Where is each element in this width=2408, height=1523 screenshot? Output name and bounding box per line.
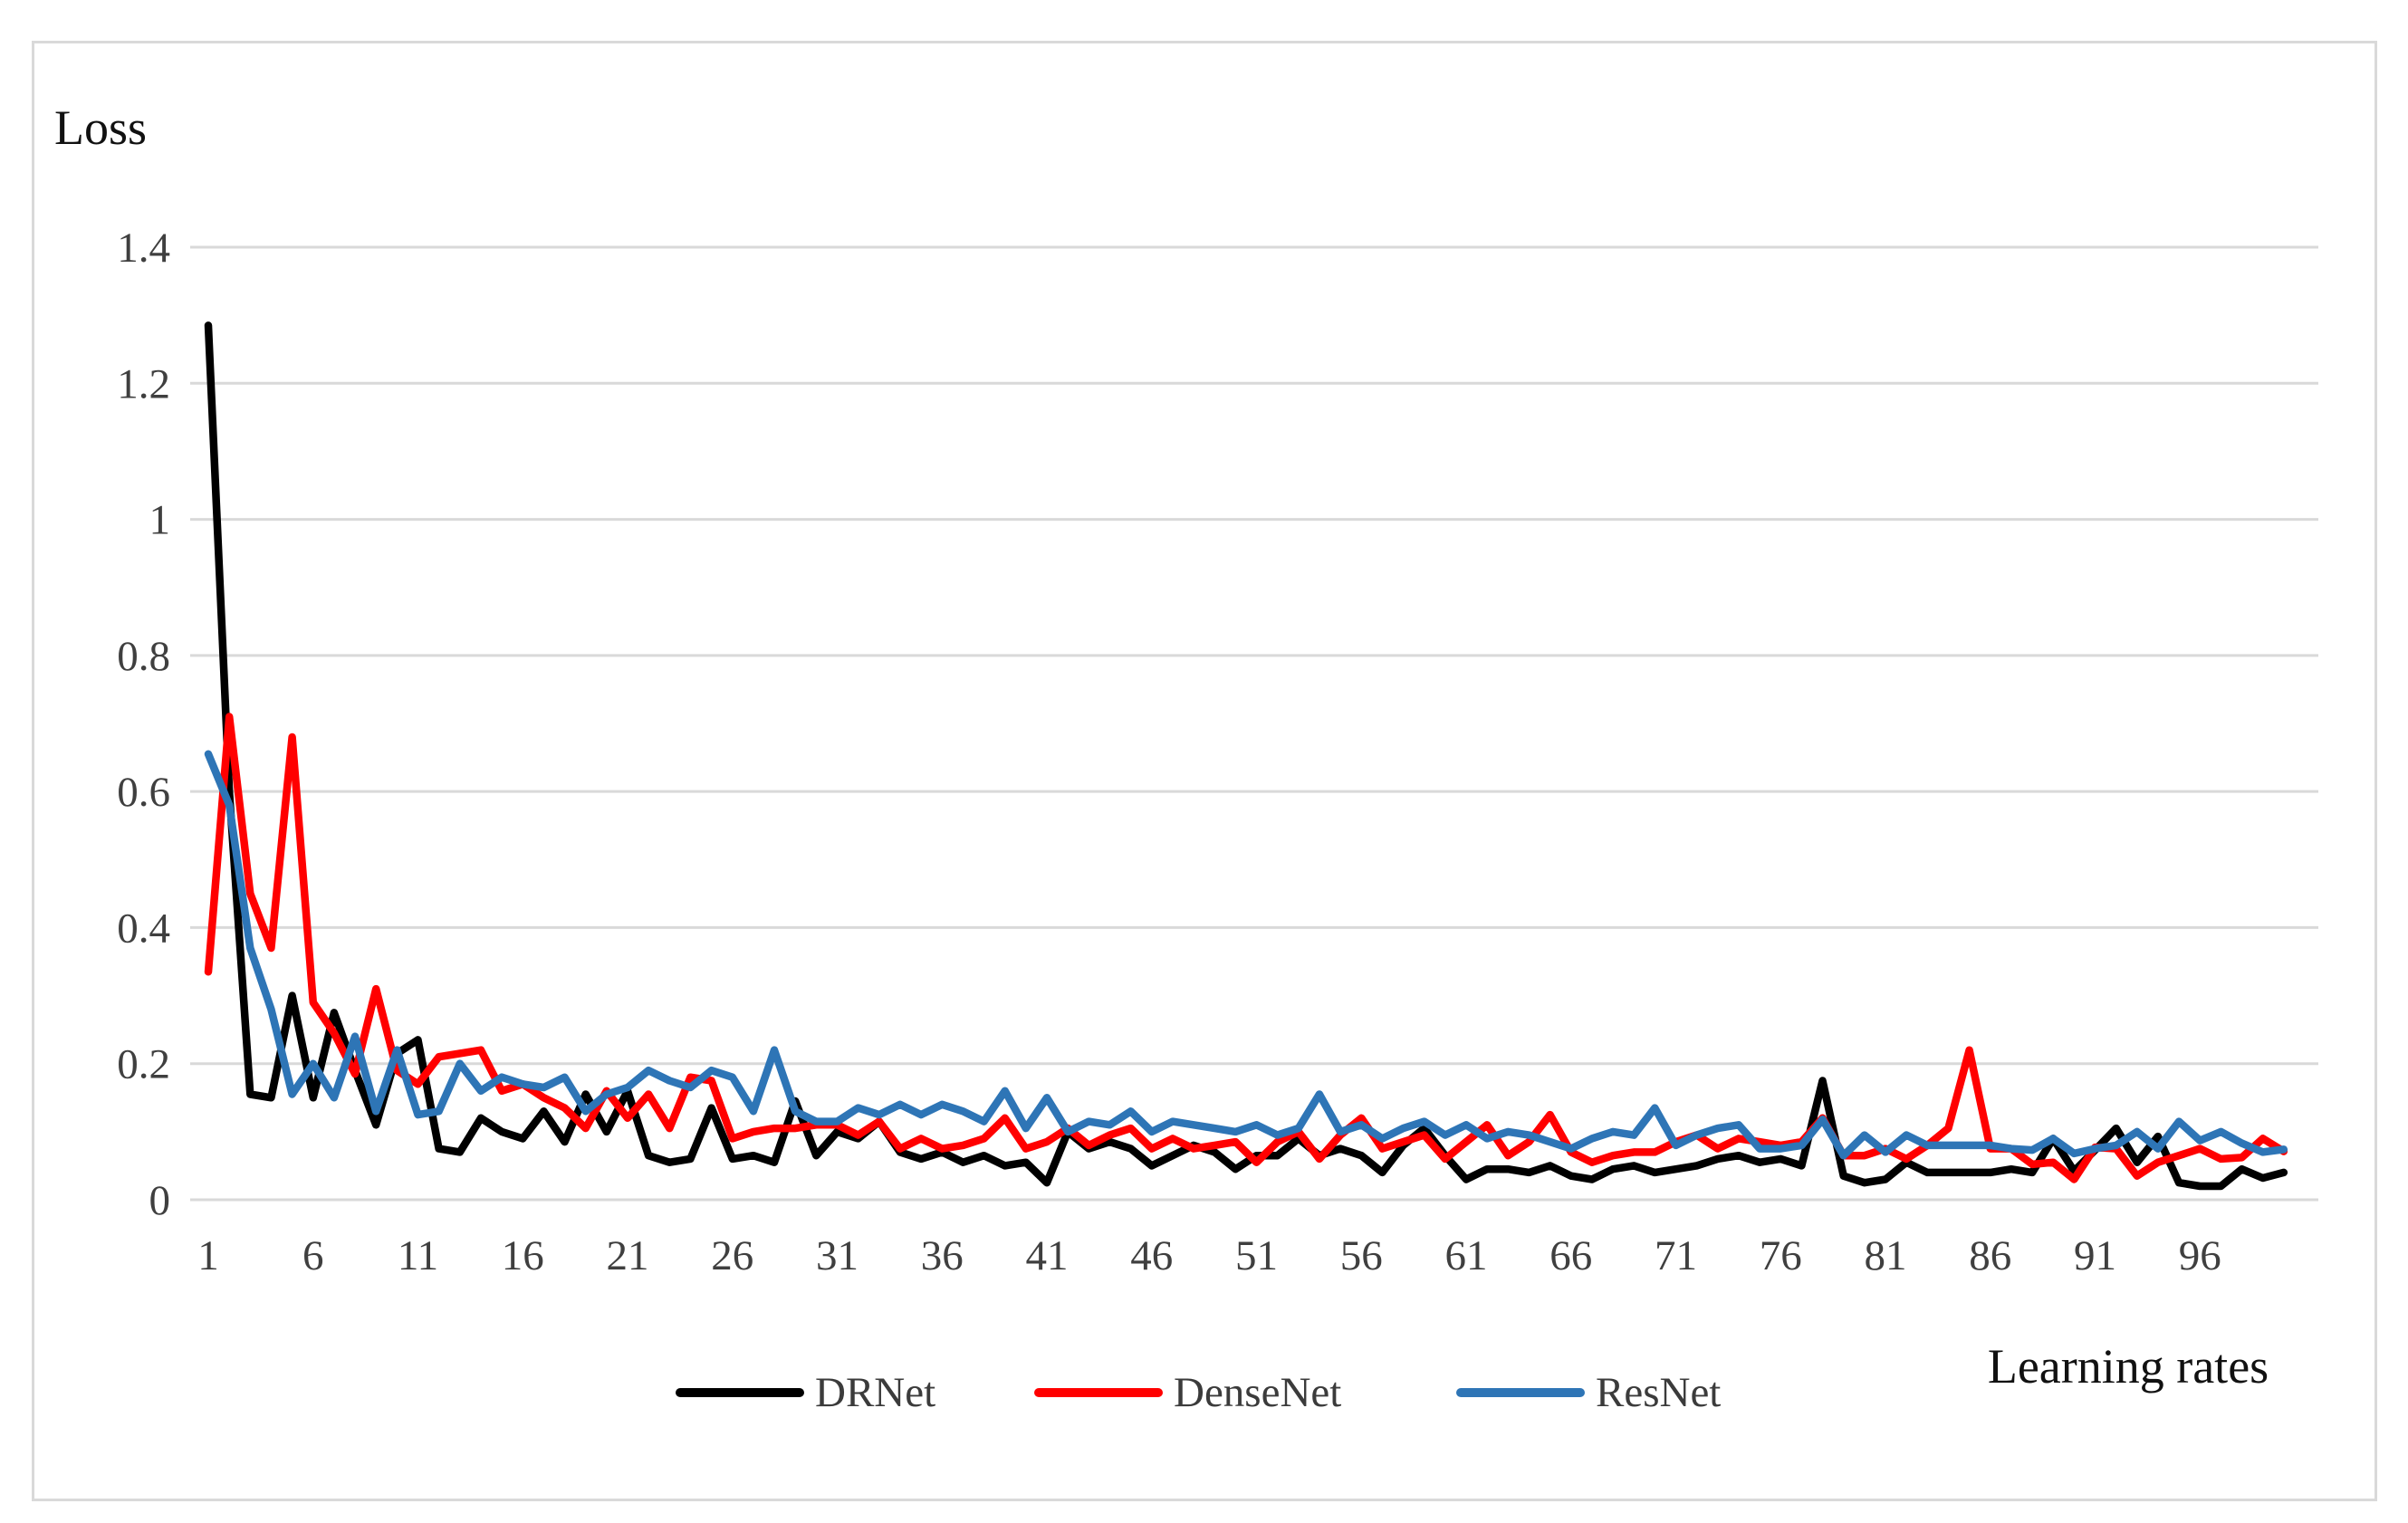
svg-text:1.4: 1.4	[117, 225, 170, 272]
svg-text:0.6: 0.6	[117, 769, 170, 816]
svg-text:0.4: 0.4	[117, 905, 170, 952]
svg-text:66: 66	[1549, 1232, 1592, 1279]
drnet-line-swatch	[676, 1388, 804, 1397]
legend-label-resnet: ResNet	[1596, 1369, 1722, 1416]
svg-text:0.2: 0.2	[117, 1041, 170, 1088]
legend-item-resnet: ResNet	[1456, 1364, 1721, 1422]
svg-text:61: 61	[1445, 1232, 1488, 1279]
svg-text:1.2: 1.2	[117, 360, 170, 407]
svg-text:0.8: 0.8	[117, 633, 170, 680]
svg-text:46: 46	[1130, 1232, 1173, 1279]
svg-text:6: 6	[302, 1232, 324, 1279]
legend-item-densenet: DenseNet	[1034, 1364, 1341, 1422]
svg-text:76: 76	[1760, 1232, 1802, 1279]
svg-text:26: 26	[711, 1232, 753, 1279]
legend-label-densenet: DenseNet	[1174, 1369, 1342, 1416]
svg-text:31: 31	[816, 1232, 859, 1279]
legend-label-resnet-swatch	[1456, 1388, 1585, 1397]
svg-text:1: 1	[149, 497, 171, 544]
svg-text:56: 56	[1340, 1232, 1383, 1279]
y-axis-tick-labels: 0 0.2 0.4 0.6 0.8 1 1.2 1.4	[117, 225, 170, 1224]
svg-text:81: 81	[1865, 1232, 1907, 1279]
legend-item-drnet: DRNet	[676, 1364, 935, 1422]
svg-text:41: 41	[1026, 1232, 1069, 1279]
legend-label-drnet: DRNet	[815, 1369, 936, 1416]
svg-text:21: 21	[607, 1232, 649, 1279]
svg-text:71: 71	[1655, 1232, 1697, 1279]
chart-card	[32, 41, 2377, 1501]
svg-text:91: 91	[2074, 1232, 2116, 1279]
svg-text:96: 96	[2179, 1232, 2221, 1279]
svg-text:11: 11	[398, 1232, 438, 1279]
x-axis-tick-labels: 1 6 11 16 21 26 31 36 41 46 51 56 61 66 71 76 81 86 91 96	[197, 1232, 2221, 1279]
svg-text:86: 86	[1969, 1232, 2011, 1279]
legend: DRNet DenseNet ResNet	[0, 1364, 2408, 1422]
densenet-line-swatch	[1034, 1388, 1163, 1397]
y-axis-title: Loss	[54, 101, 148, 155]
svg-text:0: 0	[149, 1177, 171, 1224]
svg-text:51: 51	[1235, 1232, 1278, 1279]
svg-text:16: 16	[502, 1232, 544, 1279]
svg-text:36: 36	[921, 1232, 964, 1279]
series-lines	[204, 321, 2288, 1191]
gridlines	[190, 245, 2318, 1202]
x-axis-title: Learning rates	[1987, 1339, 2269, 1394]
svg-text:1: 1	[197, 1232, 219, 1279]
